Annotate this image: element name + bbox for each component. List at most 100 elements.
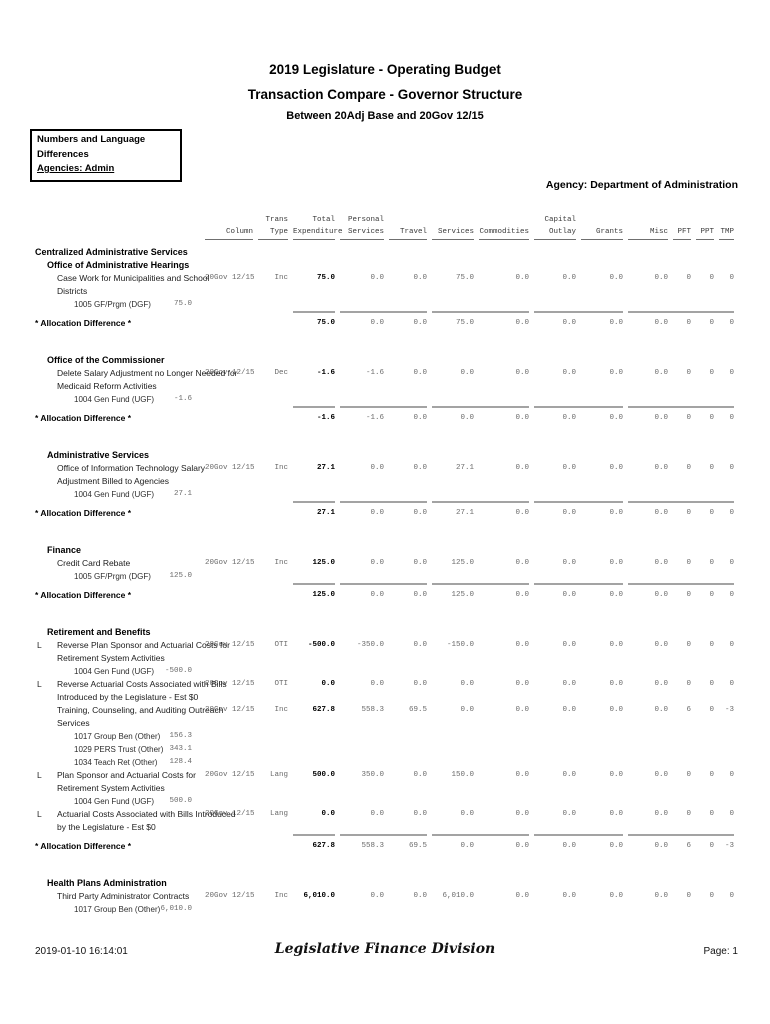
section-label: Administrative Services	[47, 450, 150, 460]
cell-pft: 0	[686, 810, 691, 818]
fund-source: 1034 Teach Ret (Other) 128.4	[30, 756, 200, 769]
cell-trans-type: Lang	[269, 810, 288, 818]
fund-source-row: 1004 Gen Fund (UGF) -1.6	[30, 393, 734, 406]
empty-cell	[205, 317, 253, 330]
cell-tmp: 0	[729, 414, 734, 422]
transaction-row: Credit Card Rebate 20Gov 12/15 Inc 125.0 0.0…	[30, 557, 734, 570]
description-line: Services	[57, 718, 90, 728]
cell-capital-outlay: 0.0	[562, 464, 576, 472]
cell-total-expenditure: 125.0	[312, 591, 335, 599]
rule-segment-4	[534, 501, 623, 507]
allocation-header-row: Health Plans Administration	[30, 877, 734, 890]
empty-cell	[258, 507, 288, 520]
cell-total-expenditure: 627.8	[312, 706, 335, 714]
fund-code-name: 1017 Group Ben (Other)	[74, 732, 161, 741]
cell-misc: 0.0	[654, 319, 668, 327]
cell-personal-services: 0.0	[370, 591, 384, 599]
cell-capital-outlay: 0.0	[562, 414, 576, 422]
cell-personal-services: 558.3	[361, 842, 384, 850]
cell-misc: 0.0	[654, 706, 668, 714]
cell-services: 0.0	[460, 842, 474, 850]
column-header-pft: PFT	[673, 226, 691, 240]
rule-segment-4	[534, 834, 623, 840]
cell-misc: 0.0	[654, 559, 668, 567]
footer-division: Legislative Finance Division	[274, 941, 496, 957]
description-line: Retirement System Activities	[57, 783, 165, 793]
report-title-line2: Transaction Compare - Governor Structure	[247, 87, 523, 102]
empty-cell	[205, 665, 734, 678]
cell-trans-type: Inc	[274, 892, 288, 900]
cell-commodities: 0.0	[515, 771, 529, 779]
fund-amount: -1.6	[173, 395, 192, 403]
section-spacer-row	[30, 425, 734, 449]
column-header-trans-type: Type	[258, 226, 288, 240]
cell-services: 27.1	[455, 509, 474, 517]
section-label: Office of Administrative Hearings	[47, 260, 190, 270]
rule-segment-2	[340, 311, 427, 317]
column-header-total-expenditure-top: Total	[312, 216, 335, 224]
section-label: Health Plans Administration	[47, 878, 167, 888]
cell-capital-outlay: 0.0	[562, 810, 576, 818]
cell-tmp: 0	[729, 810, 734, 818]
cell-commodities: 0.0	[515, 680, 529, 688]
cell-trans-type: Lang	[269, 771, 288, 779]
cell-personal-services: 350.0	[361, 771, 384, 779]
description-line: Case Work for Municipalities and School	[57, 273, 210, 283]
transaction-description: Case Work for Municipalities and School D…	[30, 272, 210, 298]
agency-label: Agency: Department of Administration	[545, 179, 738, 191]
allocation-difference-label: * Allocation Difference *	[35, 841, 132, 851]
fund-line: 1005 GF/Prgm (DGF) 75.0	[74, 298, 192, 311]
cell-services: 0.0	[460, 810, 474, 818]
cell-column: 20Gov 12/15	[205, 810, 255, 818]
cell-misc: 0.0	[654, 810, 668, 818]
cell-grants: 0.0	[609, 464, 623, 472]
transaction-row: Office of Information Technology Salary A…	[30, 462, 734, 488]
cell-services: 125.0	[451, 591, 474, 599]
cell-commodities: 0.0	[515, 274, 529, 282]
cell-commodities: 0.0	[515, 641, 529, 649]
fund-source-row: 1004 Gen Fund (UGF) -500.0	[30, 665, 734, 678]
cell-pft: 0	[686, 319, 691, 327]
column-header-commodities-top	[479, 214, 529, 226]
cell-travel: 0.0	[413, 810, 427, 818]
cell-commodities: 0.0	[515, 369, 529, 377]
cell-misc: 0.0	[654, 591, 668, 599]
empty-cell	[205, 795, 734, 808]
fund-source-row: 1017 Group Ben (Other) 156.3	[30, 730, 734, 743]
empty-cell	[205, 589, 253, 602]
transaction-row: L Reverse Actuarial Costs Associated with…	[30, 678, 734, 704]
cell-grants: 0.0	[609, 680, 623, 688]
cell-tmp: 0	[729, 274, 734, 282]
column-header-travel-top	[389, 214, 427, 226]
report-title-line1: 2019 Legislature - Operating Budget	[269, 62, 501, 77]
cell-commodities: 0.0	[515, 892, 529, 900]
rule-segment-3	[432, 311, 529, 317]
cell-ppt: 0	[709, 771, 714, 779]
cell-tmp: 0	[729, 559, 734, 567]
cell-trans-type: Inc	[274, 706, 288, 714]
column-header-misc: Misc	[628, 226, 668, 240]
cell-total-expenditure: -500.0	[307, 641, 335, 649]
cell-total-expenditure: 627.8	[312, 842, 335, 850]
cell-trans-type: Inc	[274, 274, 288, 282]
description-line: Medicaid Reform Activities	[57, 381, 157, 391]
empty-cell	[205, 730, 734, 743]
empty-cell	[258, 317, 288, 330]
cell-trans-type: OTI	[274, 641, 288, 649]
section-spacer-row	[30, 602, 734, 626]
cell-commodities: 0.0	[515, 509, 529, 517]
cell-pft: 0	[686, 509, 691, 517]
cell-tmp: 0	[729, 369, 734, 377]
rule-segment-5	[628, 501, 734, 507]
empty-cell	[258, 840, 288, 853]
cell-ppt: 0	[709, 559, 714, 567]
rule-segment-3	[432, 501, 529, 507]
rule-segment-3	[432, 583, 529, 589]
section-spacer-row	[30, 520, 734, 544]
budget-table: Trans Total Personal Capital Column Type Expen…	[25, 214, 739, 916]
cell-services: 150.0	[451, 771, 474, 779]
fund-source: 1017 Group Ben (Other) 156.3	[30, 730, 200, 743]
empty-cell	[258, 412, 288, 425]
cell-grants: 0.0	[609, 509, 623, 517]
